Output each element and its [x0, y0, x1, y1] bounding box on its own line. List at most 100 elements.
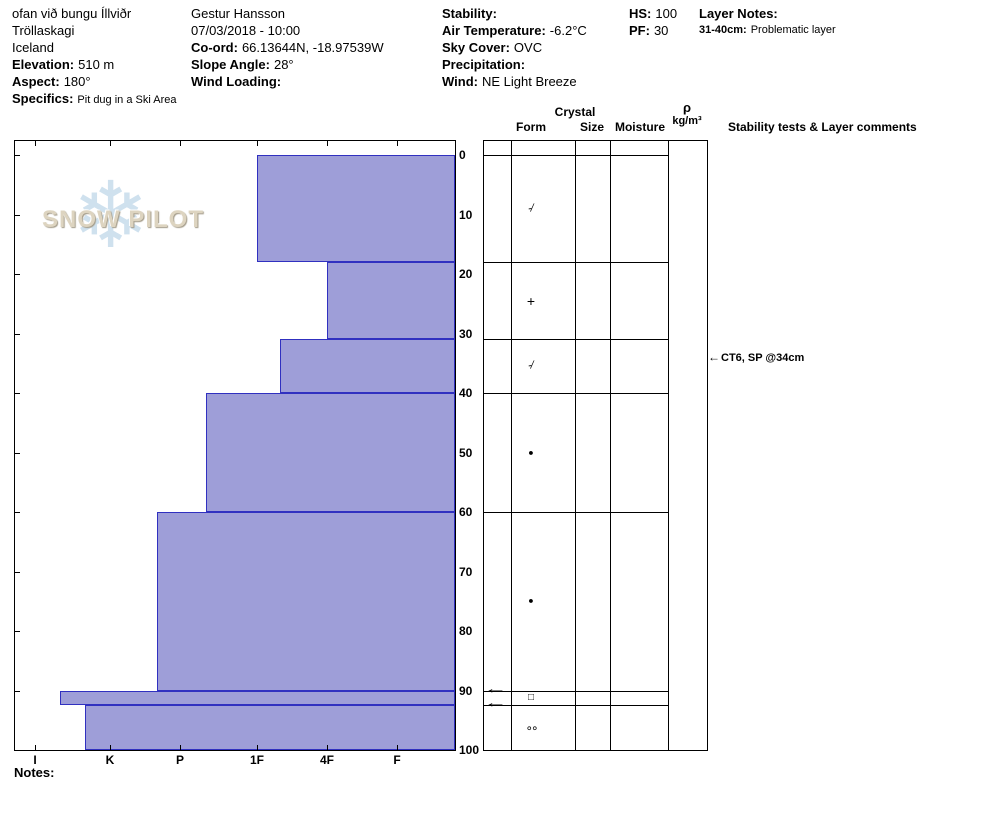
depth-tick-label: 80 — [459, 624, 473, 638]
notes-label: Notes: — [14, 765, 55, 780]
hardness-tick-mark-bottom — [110, 745, 111, 750]
layer-note-text: Problematic layer — [750, 24, 836, 36]
hardness-tick-mark-bottom — [35, 745, 36, 750]
crystal-column-header: Crystal — [554, 105, 596, 119]
hardness-tick-label: 1F — [249, 753, 265, 767]
air-temp-line: Air Temperature: -6.2°C — [442, 22, 587, 39]
hardness-tick-mark-bottom — [397, 745, 398, 750]
hardness-bar-layer — [85, 705, 455, 750]
plot-border-bottom — [14, 750, 456, 751]
grain-form-symbol-precipitation-particles: + — [526, 292, 536, 309]
elevation-value: 510 m — [78, 57, 115, 72]
sky-cover-value: OVC — [513, 40, 543, 55]
left-arrow-icon: ← — [708, 350, 720, 365]
depth-tick-mark — [15, 571, 20, 573]
wind-line: Wind: NE Light Breeze — [442, 73, 587, 90]
depth-tick-mark — [15, 155, 20, 156]
pf-line: PF: 30 — [629, 22, 677, 39]
depth-tick-mark — [15, 750, 20, 751]
table-column-line — [707, 140, 708, 751]
hs-value: 100 — [655, 6, 678, 21]
depth-tick-mark — [15, 214, 20, 216]
stability-line: Stability: — [442, 5, 587, 22]
layer-notes-label: Layer Notes: — [699, 6, 778, 21]
slope-angle-label: Slope Angle: — [191, 57, 270, 72]
grain-form-symbol-faceted-crystals: □ — [527, 691, 535, 703]
wind-loading-label: Wind Loading: — [191, 74, 282, 89]
hardness-bar-layer — [257, 155, 455, 263]
hardness-tick-label: K — [105, 753, 115, 767]
grain-form-symbol-rounded-grains: ● — [528, 595, 534, 606]
hardness-tick-label: 4F — [319, 753, 335, 767]
hardness-bar-layer — [60, 690, 455, 706]
depth-tick-label: 20 — [459, 267, 473, 281]
sky-cover-label: Sky Cover: — [442, 40, 510, 55]
logo-word-snow: SNOW — [42, 206, 121, 233]
sky-cover-line: Sky Cover: OVC — [442, 39, 587, 56]
precipitation-label: Precipitation: — [442, 57, 526, 72]
wind-value: NE Light Breeze — [481, 74, 577, 89]
form-column-header: Form — [516, 120, 546, 134]
specifics-value: Pit dug in a Ski Area — [77, 94, 177, 106]
notes-section: Notes: — [14, 765, 54, 780]
coord-label: Co-ord: — [191, 40, 238, 55]
depth-tick-label: 90 — [459, 683, 473, 698]
layer-note-item: 31-40cm: Problematic layer — [699, 22, 836, 39]
size-column-header: Size — [579, 120, 604, 134]
depth-tick-mark — [15, 631, 20, 632]
hardness-tick-mark-top — [110, 141, 111, 146]
depth-tick-label: 100 — [459, 743, 480, 757]
stability-test-text: CT6, SP @34cm — [721, 352, 805, 365]
layer-note-range: 31-40cm: — [699, 24, 747, 36]
grain-form-symbol-decomposing-fragments: -∕ — [527, 359, 535, 373]
table-column-line — [483, 140, 484, 751]
snowflake-icon: ❄ — [72, 165, 150, 267]
depth-tick-mark — [15, 393, 20, 394]
depth-tick-label: 30 — [459, 326, 473, 341]
hardness-tick-mark-top — [257, 141, 258, 146]
pf-value: 30 — [653, 23, 669, 38]
header-layer-notes-block: Layer Notes: 31-40cm: Problematic layer — [699, 5, 836, 39]
hardness-tick-label: P — [175, 753, 185, 767]
hardness-tick-mark-top — [327, 141, 328, 146]
hardness-bar-layer — [205, 393, 455, 512]
header-conditions-block: Stability: Air Temperature: -6.2°C Sky Co… — [442, 5, 587, 90]
elevation-label: Elevation: — [12, 57, 75, 72]
hardness-tick-label: I — [33, 753, 37, 767]
depth-tick-label: 50 — [459, 445, 473, 460]
depth-tick-mark — [15, 333, 20, 335]
plot-border-top — [14, 140, 456, 141]
moisture-column-header: Moisture — [614, 120, 665, 134]
layer-boundary-line — [483, 512, 668, 513]
pf-label: PF: — [629, 23, 650, 38]
density-units-label: kg/m³ — [672, 115, 702, 127]
table-border-top — [483, 140, 708, 141]
depth-tick-label: 60 — [459, 505, 473, 519]
layer-boundary-line — [483, 690, 668, 692]
depth-tick-label: 0 — [459, 148, 466, 162]
precipitation-line: Precipitation: — [442, 56, 587, 73]
layer-boundary-line — [483, 393, 668, 394]
stability-column-header: Stability tests & Layer comments — [728, 120, 917, 134]
density-column-header: ρ — [682, 100, 692, 115]
header-snowpack-block: HS: 100 PF: 30 — [629, 5, 677, 39]
depth-tick-mark — [15, 452, 20, 454]
air-temp-value: -6.2°C — [549, 23, 587, 38]
snowpilot-logo-text: SNOW PILOT — [42, 206, 204, 234]
coord-line: Co-ord: 66.13644N, -18.97539W — [191, 39, 384, 56]
plot-border-left — [14, 140, 15, 751]
observer-name: Gestur Hansson — [191, 6, 285, 21]
layer-boundary-line — [483, 339, 668, 341]
aspect-label: Aspect: — [12, 74, 60, 89]
hardness-tick-label: F — [393, 753, 401, 767]
thin-layer-pointer-arrow: ← — [484, 695, 508, 711]
hardness-tick-mark-bottom — [180, 745, 181, 750]
wind-label: Wind: — [442, 74, 478, 89]
air-temp-label: Air Temperature: — [442, 23, 546, 38]
stability-test-annotation: ←CT6, SP @34cm — [708, 350, 804, 364]
depth-tick-mark — [15, 512, 20, 513]
table-column-line — [575, 140, 576, 751]
hs-label: HS: — [629, 6, 652, 21]
depth-tick-label: 10 — [459, 207, 473, 222]
aspect-value: 180° — [63, 74, 91, 89]
